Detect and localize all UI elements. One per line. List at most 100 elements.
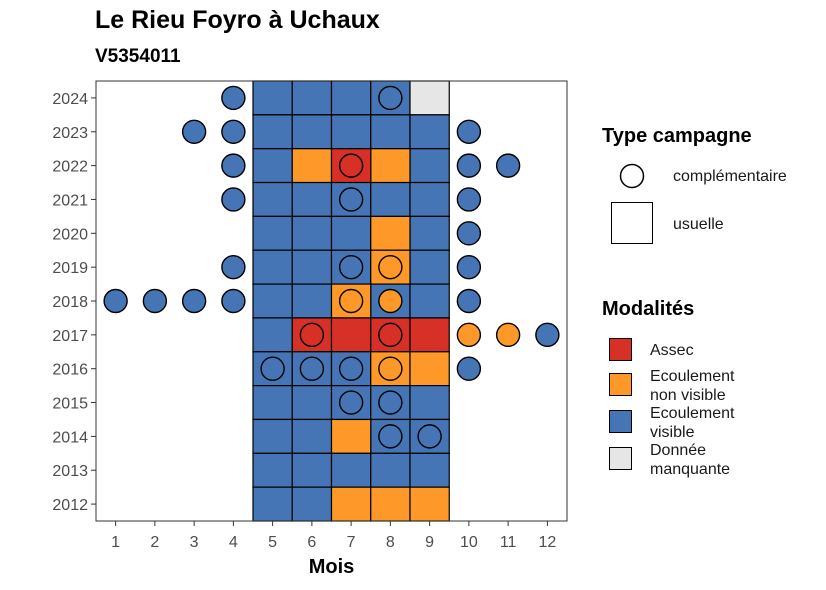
- x-tick-label-4: 4: [229, 534, 238, 551]
- y-tick-label-2017: 2017: [52, 328, 88, 345]
- y-tick-label-2022: 2022: [52, 159, 88, 176]
- legend-key-donnee-manquante: [609, 447, 632, 470]
- tile-2014-6: [291, 418, 333, 454]
- legend-square-key: [611, 202, 653, 244]
- point-2016-8: [378, 356, 403, 381]
- x-tick-label-6: 6: [307, 534, 316, 551]
- point-2019-4: [221, 254, 246, 280]
- x-tick-label-11: 11: [500, 534, 517, 551]
- legend-circle-key: [619, 163, 645, 189]
- tile-2018-5: [252, 283, 293, 319]
- x-tick-label-1: 1: [111, 534, 120, 551]
- tile-2022-6: [291, 148, 333, 184]
- legend-label-ev-line2: visible: [650, 424, 695, 441]
- tile-2021-6: [291, 181, 333, 217]
- x-tick-label-7: 7: [347, 534, 356, 551]
- point-2018-7: [338, 288, 364, 314]
- point-2018-3: [181, 288, 207, 314]
- point-2018-10: [456, 288, 482, 314]
- tile-2012-6: [291, 486, 333, 522]
- tile-2020-8: [370, 215, 411, 251]
- tile-2024-6: [291, 80, 333, 116]
- tile-2017-5: [252, 317, 293, 353]
- x-tick-label-12: 12: [538, 534, 556, 551]
- y-tick-label-2023: 2023: [52, 125, 88, 142]
- tile-2013-5: [252, 452, 293, 488]
- legend-key-ecoulement-visible: [609, 410, 632, 433]
- x-tick-label-8: 8: [386, 534, 395, 551]
- tile-2022-9: [409, 148, 450, 184]
- legend-label-env-line1: Ecoulement: [650, 368, 735, 385]
- point-2017-12: [535, 322, 560, 348]
- y-tick-label-2012: 2012: [52, 497, 88, 514]
- point-2021-4: [221, 187, 246, 212]
- tile-2020-9: [409, 215, 450, 251]
- point-2016-5: [260, 356, 285, 381]
- point-2018-8: [378, 288, 403, 314]
- tile-2023-9: [409, 114, 450, 150]
- x-tick-label-2: 2: [150, 534, 159, 551]
- tile-2020-6: [291, 215, 333, 251]
- tile-2014-5: [252, 418, 293, 454]
- tile-2020-7: [330, 215, 372, 251]
- tile-2019-5: [252, 249, 293, 285]
- point-2015-8: [378, 390, 403, 415]
- x-tick-label-9: 9: [425, 534, 434, 551]
- point-2018-1: [103, 288, 128, 314]
- point-2023-10: [456, 119, 482, 144]
- point-2020-10: [456, 221, 482, 246]
- tile-2017-7: [330, 317, 372, 353]
- point-2016-7: [338, 356, 364, 381]
- tile-2024-5: [252, 80, 293, 116]
- tile-2016-9: [409, 351, 450, 387]
- legend-key-assec: [609, 338, 632, 361]
- y-tick-label-2020: 2020: [52, 226, 88, 243]
- tile-2020-5: [252, 215, 293, 251]
- point-2021-10: [456, 187, 482, 212]
- legend-modalites-title: Modalités: [602, 298, 695, 320]
- point-2016-10: [456, 356, 482, 381]
- tile-2017-9: [409, 317, 450, 353]
- tile-2023-5: [252, 114, 293, 150]
- tile-2023-7: [330, 114, 372, 150]
- tile-2024-9: [409, 80, 450, 116]
- legend-label-ev-line1: Ecoulement: [650, 405, 735, 422]
- tile-2012-9: [409, 486, 450, 522]
- legend-label-dm-line1: Donnée: [650, 442, 707, 459]
- legend-key-ecoulement-non-visible: [609, 373, 632, 396]
- tile-2018-6: [291, 283, 333, 319]
- y-tick-label-2019: 2019: [52, 260, 88, 277]
- tile-2019-6: [291, 249, 333, 285]
- y-tick-label-2015: 2015: [52, 396, 88, 413]
- point-2022-11: [495, 153, 521, 178]
- legend-label-ecoulement-visible: Ecoulement visible: [650, 404, 735, 442]
- tile-2012-7: [330, 486, 372, 522]
- legend-complementaire-label: complémentaire: [673, 168, 787, 185]
- tile-2021-5: [252, 181, 293, 217]
- tile-2021-9: [409, 181, 450, 217]
- x-tick-label-3: 3: [190, 534, 199, 551]
- point-2015-7: [338, 390, 364, 415]
- tile-2012-8: [370, 486, 411, 522]
- tile-2013-9: [409, 452, 450, 488]
- tile-2013-6: [291, 452, 333, 488]
- point-2014-9: [417, 424, 442, 449]
- tile-2015-9: [409, 385, 450, 421]
- legend-label-assec-line1: Assec: [650, 342, 694, 359]
- tile-2023-6: [291, 114, 333, 150]
- tile-2018-9: [409, 283, 450, 319]
- x-tick-label-10: 10: [460, 534, 478, 551]
- point-2022-10: [456, 153, 482, 178]
- legend-label-dm-line2: manquante: [650, 461, 731, 478]
- legend-type-title: Type campagne: [602, 125, 752, 147]
- point-2023-4: [221, 119, 246, 144]
- point-2014-8: [378, 424, 403, 449]
- point-2022-4: [221, 153, 246, 178]
- y-tick-label-2021: 2021: [52, 192, 88, 209]
- y-tick-label-2013: 2013: [52, 463, 88, 480]
- legend-label-env-line2: non visible: [650, 387, 726, 404]
- tile-2015-6: [291, 385, 333, 421]
- tile-2022-5: [252, 148, 293, 184]
- tile-2021-8: [370, 181, 411, 217]
